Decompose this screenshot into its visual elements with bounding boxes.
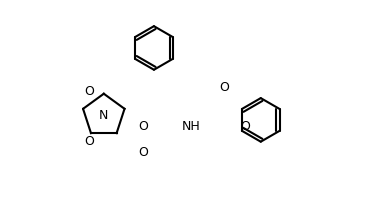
- Text: N: N: [99, 109, 108, 122]
- Text: O: O: [241, 120, 251, 133]
- Text: O: O: [85, 85, 95, 98]
- Text: NH: NH: [181, 120, 201, 133]
- Text: O: O: [219, 81, 229, 94]
- Text: O: O: [138, 146, 148, 159]
- Text: O: O: [85, 135, 95, 148]
- Text: O: O: [138, 120, 148, 133]
